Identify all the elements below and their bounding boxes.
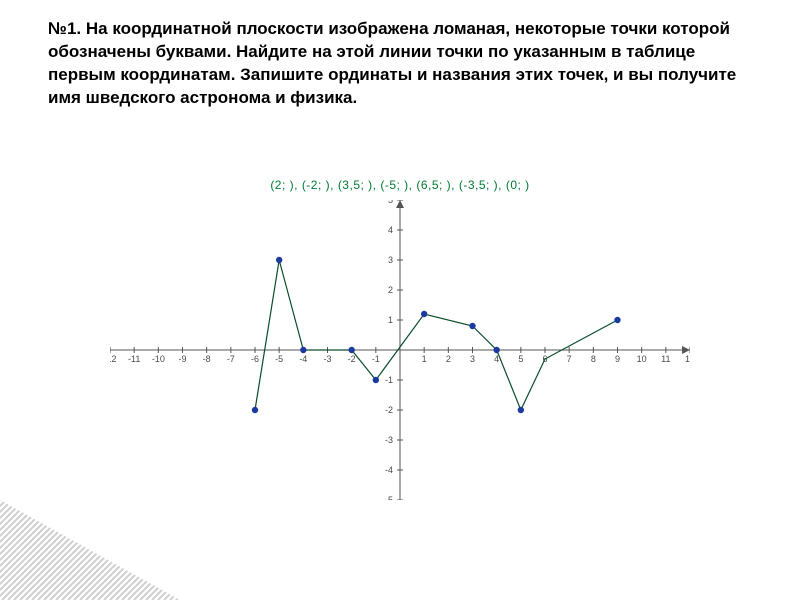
svg-text:8: 8 (591, 354, 596, 364)
svg-text:12: 12 (685, 354, 690, 364)
svg-text:-6: -6 (251, 354, 259, 364)
svg-text:2: 2 (388, 285, 393, 295)
decorative-corner (0, 500, 180, 600)
svg-text:-7: -7 (227, 354, 235, 364)
svg-text:5: 5 (518, 354, 523, 364)
svg-text:-2: -2 (385, 405, 393, 415)
svg-text:-1: -1 (385, 375, 393, 385)
svg-text:-10: -10 (152, 354, 165, 364)
coordinate-list: (2; ), (-2; ), (3,5; ), (-5; ), (6,5; ),… (0, 178, 800, 192)
problem-body: На координатной плоскости изображена лом… (48, 19, 736, 107)
coordinate-plane-chart: -12-11-10-9-8-7-6-5-4-3-2-11234567891011… (110, 200, 690, 500)
svg-text:-1: -1 (372, 354, 380, 364)
svg-text:-2: -2 (348, 354, 356, 364)
svg-text:1: 1 (422, 354, 427, 364)
svg-text:7: 7 (567, 354, 572, 364)
svg-text:3: 3 (470, 354, 475, 364)
svg-text:2: 2 (446, 354, 451, 364)
svg-text:11: 11 (661, 354, 670, 364)
svg-text:-11: -11 (128, 354, 140, 364)
svg-text:1: 1 (388, 315, 393, 325)
svg-text:3: 3 (388, 255, 393, 265)
svg-text:-3: -3 (323, 354, 331, 364)
svg-text:-5: -5 (275, 354, 283, 364)
svg-text:-5: -5 (385, 495, 393, 500)
problem-number: №1. (48, 19, 81, 38)
svg-text:4: 4 (388, 225, 393, 235)
svg-text:10: 10 (637, 354, 647, 364)
svg-text:-12: -12 (110, 354, 117, 364)
svg-text:-9: -9 (178, 354, 186, 364)
svg-text:9: 9 (615, 354, 620, 364)
problem-text: №1. На координатной плоскости изображена… (48, 18, 758, 110)
svg-text:-4: -4 (385, 465, 393, 475)
svg-text:5: 5 (388, 200, 393, 205)
svg-text:-3: -3 (385, 435, 393, 445)
svg-text:-8: -8 (203, 354, 211, 364)
svg-text:-4: -4 (299, 354, 307, 364)
chart-svg: -12-11-10-9-8-7-6-5-4-3-2-11234567891011… (110, 200, 690, 500)
